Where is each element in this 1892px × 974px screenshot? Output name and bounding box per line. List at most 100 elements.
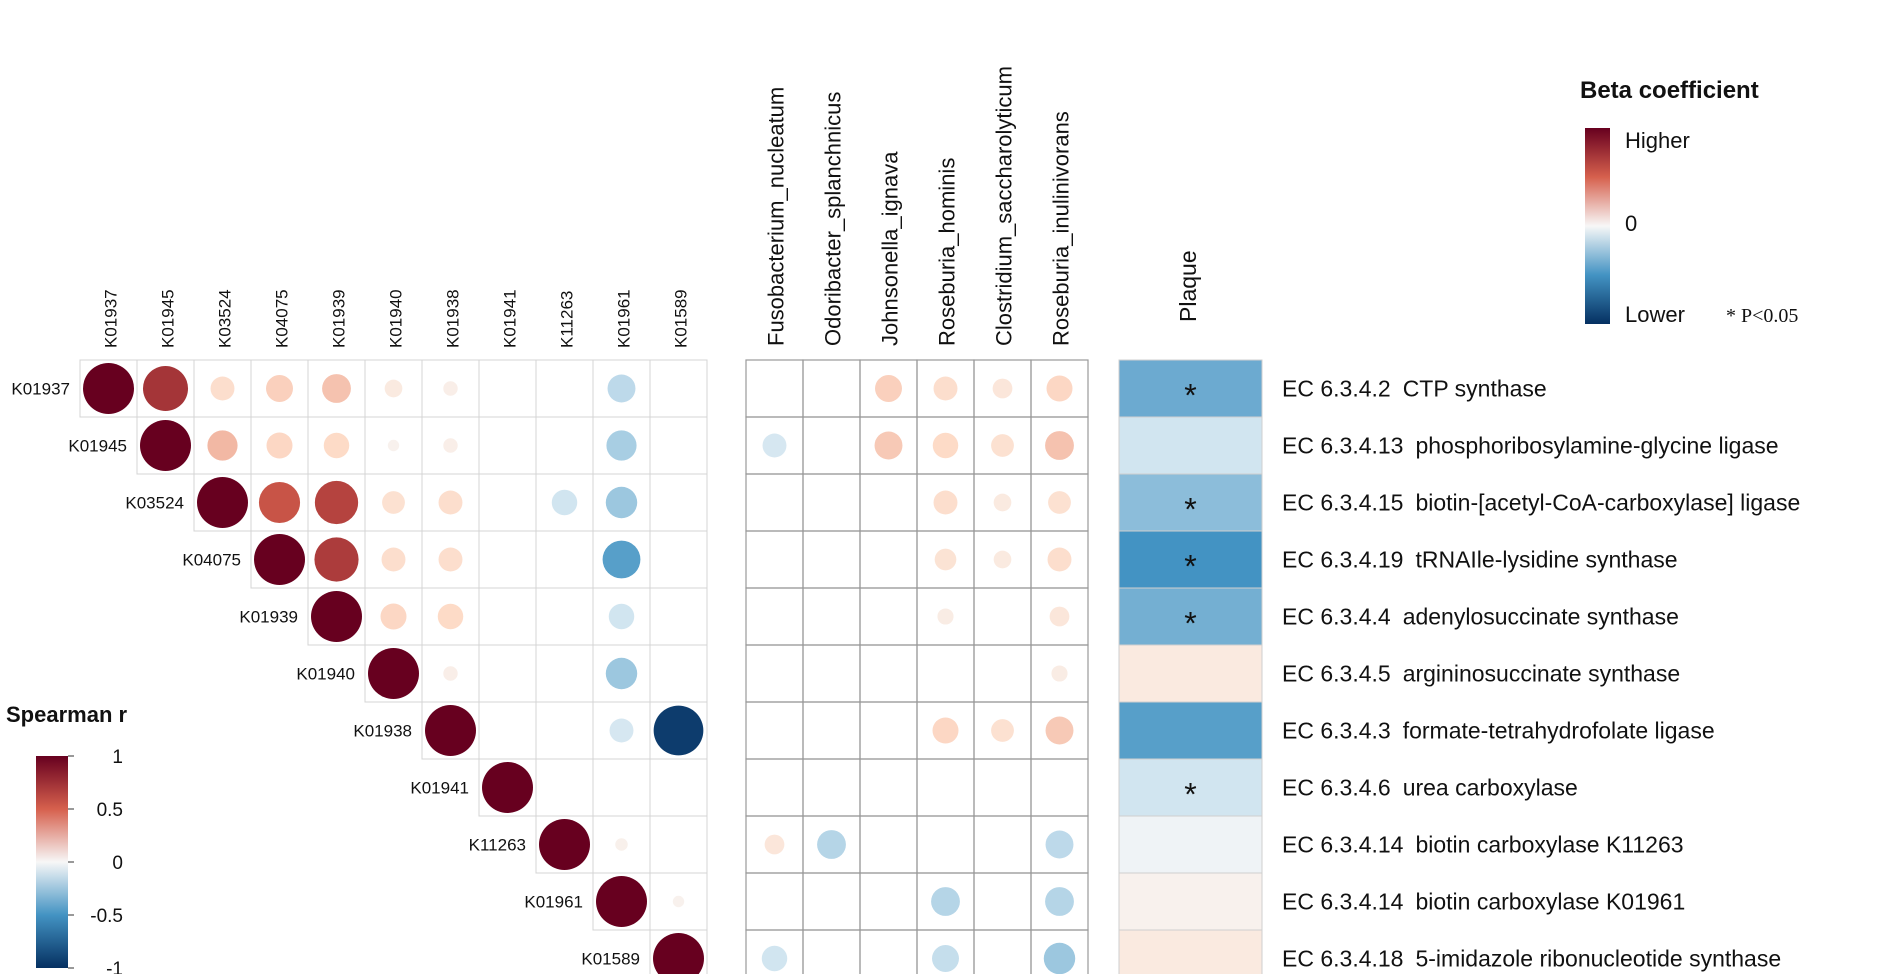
corr-dot	[197, 477, 248, 528]
enzyme-ec: EC 6.3.4.2	[1282, 376, 1391, 402]
corr-dot	[607, 374, 636, 403]
species-col-label: Odoribacter_splanchnicus	[821, 92, 846, 346]
corr-dot	[314, 537, 359, 582]
corr-dot	[207, 430, 238, 461]
correlation-column-labels: K01937 K01945 K03524 K04075 K01939 K01940 K019…	[102, 289, 691, 348]
corr-dot	[266, 375, 293, 402]
spearman-legend-title: Spearman r	[6, 702, 127, 727]
species-cell	[802, 530, 861, 589]
spearman-colorbar	[36, 756, 68, 968]
spearman-tick-label: 0.5	[97, 800, 123, 821]
corr-row-label: K01937	[11, 380, 70, 399]
corr-cell	[478, 530, 537, 589]
species-dot	[932, 432, 959, 459]
corr-dot	[615, 838, 628, 851]
corr-cell	[535, 701, 594, 760]
species-dot	[764, 834, 785, 855]
species-cell	[973, 758, 1032, 817]
corr-dot	[140, 420, 191, 471]
corr-cell	[649, 359, 708, 418]
corr-dot	[602, 540, 641, 579]
corr-dot	[380, 603, 407, 630]
enzyme-ec: EC 6.3.4.14	[1282, 832, 1404, 858]
species-cell	[745, 701, 804, 760]
corr-cell	[649, 587, 708, 646]
corr-row-label: K04075	[182, 551, 241, 570]
corr-dot	[83, 363, 134, 414]
corr-dot	[382, 491, 405, 514]
species-dot	[932, 945, 959, 972]
significance-star: *	[1184, 492, 1196, 528]
species-dot	[1049, 606, 1070, 627]
corr-dot	[314, 480, 359, 525]
species-dot	[937, 608, 954, 625]
corr-cell	[535, 758, 594, 817]
species-dot	[933, 376, 958, 401]
corr-row-label: K03524	[125, 494, 184, 513]
species-cell	[802, 587, 861, 646]
corr-cell	[649, 473, 708, 532]
corr-cell	[592, 758, 651, 817]
enzyme-label: EC 6.3.4.15 biotin-[acetyl-CoA-carboxylas…	[1282, 490, 1800, 516]
corr-cell	[649, 929, 708, 974]
species-cell	[802, 359, 861, 418]
species-dot	[761, 945, 788, 972]
corr-dot	[606, 430, 637, 461]
corr-dot	[653, 705, 704, 756]
significance-star: *	[1184, 606, 1196, 642]
plaque-column: * * * * *	[1118, 359, 1263, 974]
corr-col-label: K01938	[444, 289, 463, 348]
plaque-cell	[1118, 644, 1263, 703]
species-cell	[1030, 929, 1089, 974]
enzyme-name: urea carboxylase	[1403, 775, 1578, 801]
enzyme-label: EC 6.3.4.14 biotin carboxylase K01961	[1282, 889, 1685, 915]
corr-col-label: K01939	[330, 289, 349, 348]
enzyme-name: adenylosuccinate synthase	[1403, 604, 1679, 630]
species-dot	[993, 550, 1012, 569]
corr-row-label: K01938	[353, 722, 412, 741]
enzyme-name: biotin carboxylase K11263	[1415, 832, 1683, 858]
spearman-legend: Spearman r 1 0.5 0 -0.5 -1	[6, 702, 127, 974]
corr-dot	[437, 603, 464, 630]
species-cell	[859, 644, 918, 703]
species-cell	[745, 473, 804, 532]
species-cell	[859, 701, 918, 760]
species-cell	[916, 644, 975, 703]
corr-dot	[311, 591, 362, 642]
species-cell	[802, 929, 861, 974]
corr-col-label: K01945	[159, 289, 178, 348]
corr-dot	[443, 438, 458, 453]
corr-row-label: K01940	[296, 665, 355, 684]
enzyme-label: EC 6.3.4.4 adenylosuccinate synthase	[1282, 604, 1679, 630]
species-dot	[991, 719, 1014, 742]
species-cell	[745, 359, 804, 418]
significance-note: * P<0.05	[1726, 305, 1798, 327]
corr-row-label: K01961	[524, 893, 583, 912]
plaque-cell	[1118, 872, 1263, 931]
species-cell	[745, 530, 804, 589]
species-dot	[931, 887, 960, 916]
species-cell	[916, 758, 975, 817]
corr-col-label: K01941	[501, 289, 520, 348]
enzyme-label: EC 6.3.4.3 formate-tetrahydrofolate ligas…	[1282, 718, 1715, 744]
corr-cell	[478, 416, 537, 475]
species-dot	[934, 548, 957, 571]
corr-dot	[672, 895, 685, 908]
beta-colorbar	[1585, 128, 1610, 324]
species-col-label: Fusobacterium_nucleatum	[764, 87, 789, 346]
significance-star: *	[1184, 777, 1196, 813]
corr-dot	[482, 762, 533, 813]
spearman-tick-label: 1	[112, 747, 123, 768]
corr-col-label: K01589	[672, 289, 691, 348]
species-dot	[1045, 716, 1074, 745]
corr-col-label: K11263	[558, 291, 577, 348]
enzyme-label: EC 6.3.4.6 urea carboxylase	[1282, 775, 1578, 801]
species-dot	[1047, 547, 1072, 572]
species-cell	[916, 815, 975, 874]
corr-col-label: K03524	[216, 289, 235, 348]
corr-cell	[535, 359, 594, 418]
corr-dot	[608, 603, 635, 630]
species-dot	[1045, 830, 1074, 859]
beta-legend-lower: Lower	[1625, 302, 1685, 327]
